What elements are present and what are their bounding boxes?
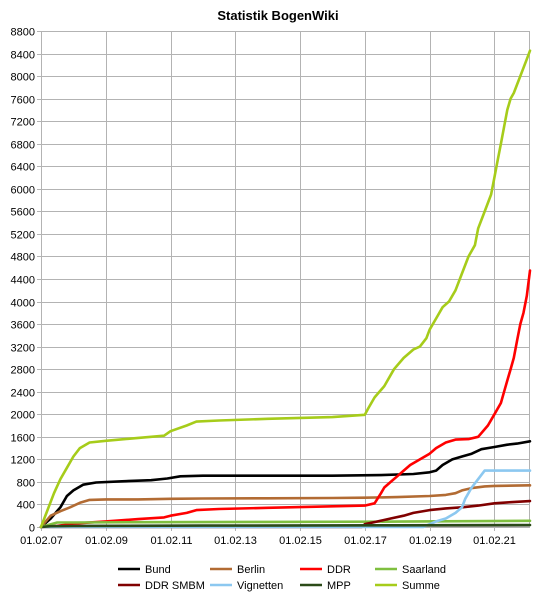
axes: 0 400 800 1200 1600 2000 2400 2800 3200 3600 4000 4… (11, 27, 530, 547)
series-line-bund (39, 440, 532, 529)
x-tick-label: 01.02.15 (279, 535, 322, 547)
legend-label-ddr: DDR (327, 564, 351, 576)
y-tick-label: 5200 (11, 230, 35, 242)
y-tick-label: 7200 (11, 117, 35, 129)
x-tick-label: 01.02.21 (473, 535, 516, 547)
legend-label-mpp: MPP (327, 580, 351, 592)
y-tick-label: 800 (17, 478, 35, 490)
legend-label-bund: Bund (145, 564, 171, 576)
chart-title: Statistik BogenWiki (217, 8, 338, 23)
y-tick-label: 7600 (11, 95, 35, 107)
x-tick-label: 01.02.11 (150, 535, 192, 547)
y-tick-label: 8000 (11, 72, 35, 84)
series-line-ddr-smbm (39, 499, 532, 529)
y-tick-label: 6400 (11, 162, 35, 174)
y-tick-label: 6800 (11, 140, 35, 152)
y-tick-label: 3200 (11, 343, 35, 355)
y-tick-label: 2800 (11, 365, 35, 377)
x-tick-label: 01.02.07 (20, 535, 63, 547)
y-tick-label: 1200 (11, 455, 35, 467)
grid (41, 31, 530, 528)
y-tick-label: 6000 (11, 185, 35, 197)
series-line-summe (39, 49, 532, 529)
series-line-berlin (39, 484, 532, 529)
y-tick-label: 3600 (11, 320, 35, 332)
y-tick-label: 0 (29, 523, 35, 535)
y-tick-label: 4000 (11, 298, 35, 310)
y-tick-label: 5600 (11, 207, 35, 219)
x-tick-label: 01.02.13 (214, 535, 257, 547)
x-tick-label: 01.02.17 (344, 535, 387, 547)
x-tick-label: 01.02.19 (409, 535, 452, 547)
legend: Bund Berlin DDR Saarland DDR SMBM Vignetten MP… (118, 564, 446, 592)
y-tick-label: 2400 (11, 388, 35, 400)
legend-label-vignetten: Vignetten (237, 580, 283, 592)
legend-label-berlin: Berlin (237, 564, 265, 576)
legend-label-ddr-smbm: DDR SMBM (145, 580, 205, 592)
y-tick-label: 8800 (11, 27, 35, 39)
y-tick-label: 4800 (11, 252, 35, 264)
series-line-ddr (39, 269, 532, 529)
y-tick-label: 2000 (11, 410, 35, 422)
series-line-saarland (39, 519, 532, 529)
series-lines (39, 49, 532, 529)
y-tick-label: 8400 (11, 50, 35, 62)
series-line-mpp (39, 523, 532, 529)
legend-label-saarland: Saarland (402, 564, 446, 576)
y-tick-label: 1600 (11, 433, 35, 445)
y-tick-label: 400 (17, 500, 35, 512)
y-tick-label: 4400 (11, 275, 35, 287)
x-tick-label: 01.02.09 (85, 535, 128, 547)
legend-label-summe: Summe (402, 580, 440, 592)
